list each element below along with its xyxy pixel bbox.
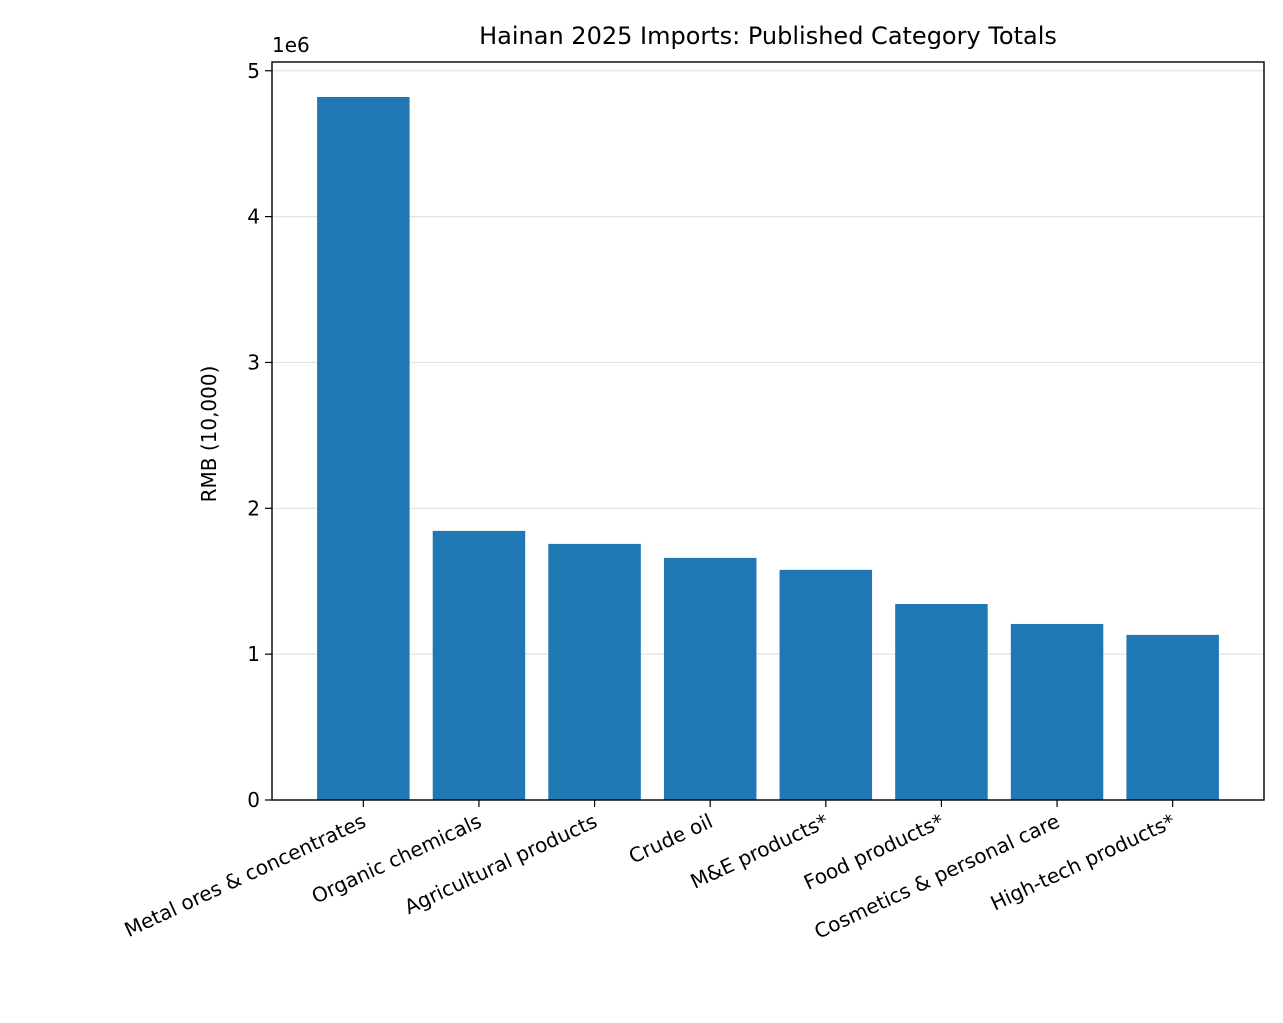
bar xyxy=(317,97,410,800)
y-tick-label: 4 xyxy=(247,205,260,229)
y-tick-label: 2 xyxy=(247,496,260,520)
chart-title: Hainan 2025 Imports: Published Category … xyxy=(479,22,1057,50)
y-tick-label: 0 xyxy=(247,788,260,812)
y-tick-label: 5 xyxy=(247,59,260,83)
bar xyxy=(1126,634,1219,800)
plot-frame xyxy=(271,61,1265,801)
y-offset-label: 1e6 xyxy=(272,33,310,57)
bar xyxy=(663,557,757,800)
bar xyxy=(895,603,988,800)
bar xyxy=(779,569,873,800)
y-axis-label: RMB (10,000) xyxy=(197,366,221,503)
bar xyxy=(1010,623,1104,800)
bar xyxy=(432,530,526,800)
bar xyxy=(548,543,641,800)
y-tick-label: 1 xyxy=(247,642,260,666)
y-tick-label: 3 xyxy=(247,350,260,374)
